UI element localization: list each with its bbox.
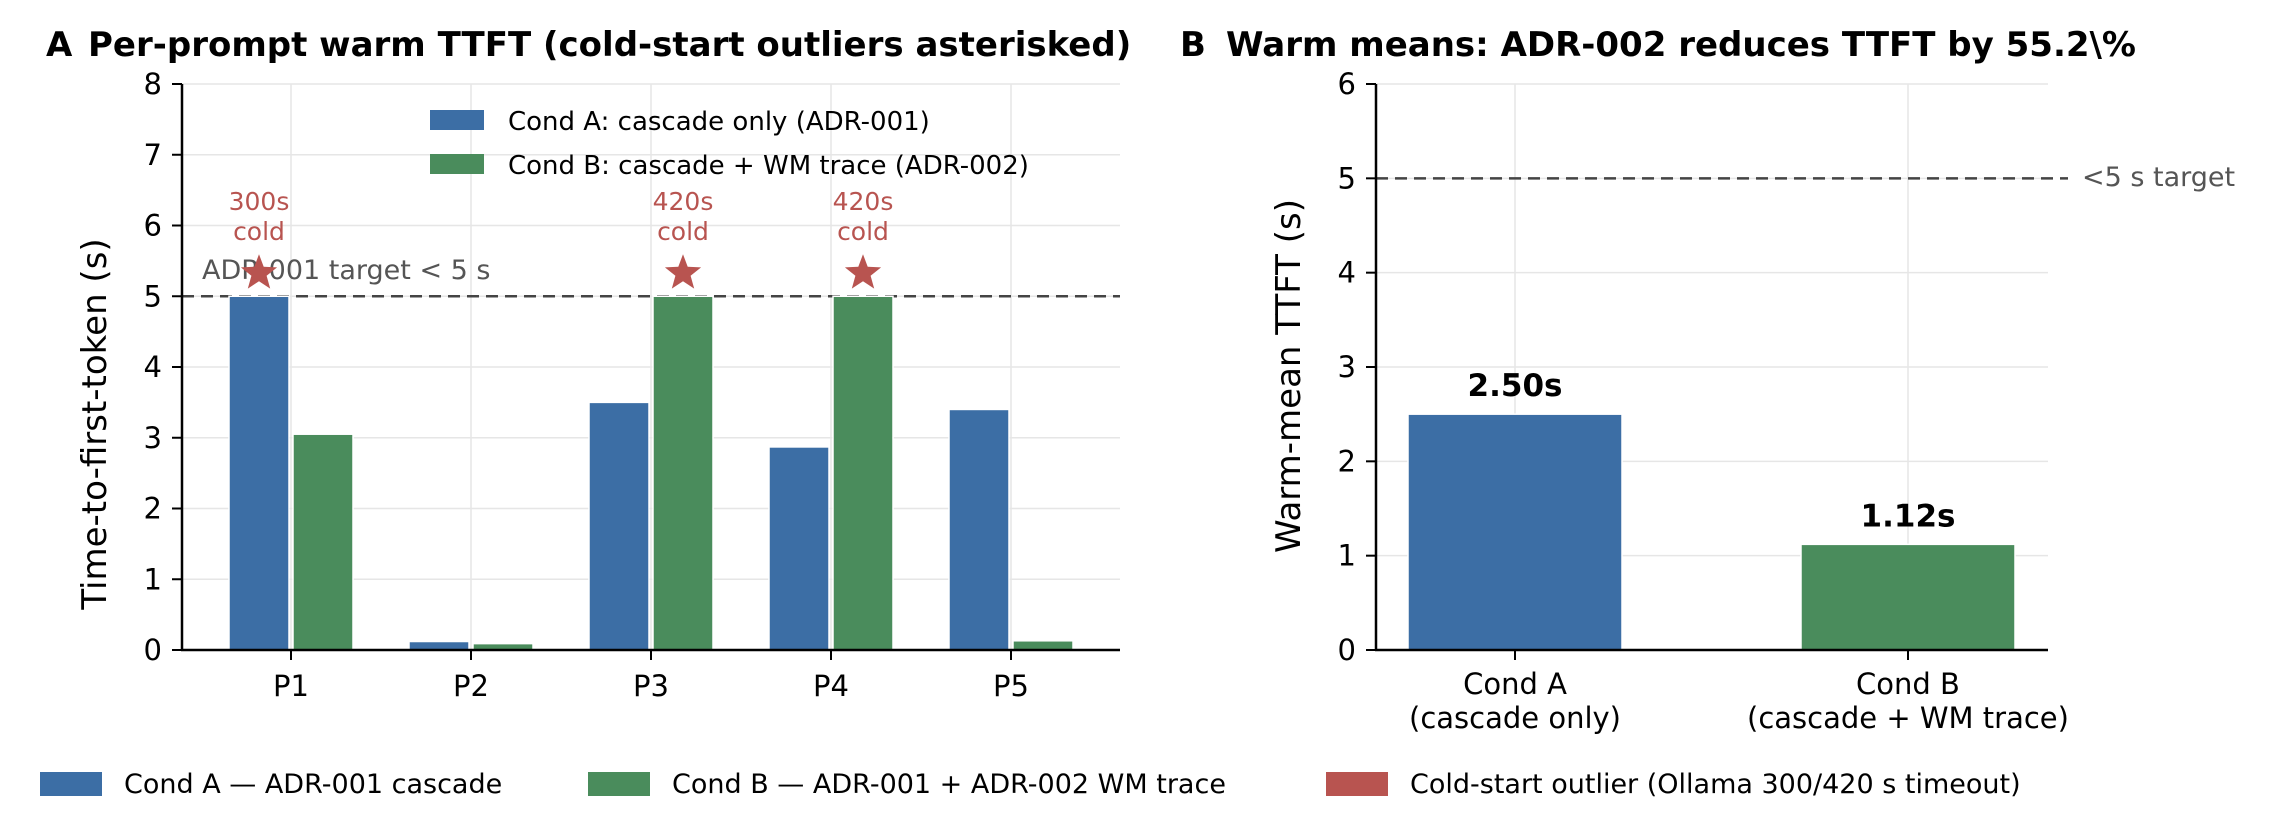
value-label-cond-b: 1.12s <box>1861 498 1956 534</box>
panel-a-y-tick-label: 5 <box>144 279 162 313</box>
bar-warm-mean-cond-a <box>1407 413 1623 651</box>
panel-a-y-tick-label: 3 <box>144 421 162 455</box>
panel-b-y-tick-label: 2 <box>1338 444 1356 478</box>
panel-b-x-tick-label-line2: (cascade + WM trace) <box>1747 701 2069 735</box>
panel-b-title: Warm means: ADR-002 reduces TTFT by 55.2… <box>1226 25 2136 65</box>
x-tick-label-p1: P1 <box>273 669 309 703</box>
value-label-cond-a: 2.50s <box>1468 368 1563 404</box>
bottom-legend-label-cond-b: Cond B — ADR-001 + ADR-002 WM trace <box>672 769 1226 800</box>
outlier-annotation-cold: cold <box>837 217 889 246</box>
panel-b-y-tick-label: 5 <box>1338 161 1356 195</box>
panel-a: A Per-prompt warm TTFT (cold-start outli… <box>46 25 1131 703</box>
panel-a-y-tick-label: 1 <box>144 562 162 596</box>
panel-b-x-tick-label-line2: (cascade only) <box>1409 701 1621 735</box>
panel-a-title: Per-prompt warm TTFT (cold-start outlier… <box>88 25 1131 65</box>
panel-b-y-tick-label: 0 <box>1338 633 1356 667</box>
outlier-annotation-cold: cold <box>233 217 285 246</box>
x-tick-label-p4: P4 <box>813 669 849 703</box>
panel-b-x-tick-label-line1: Cond A <box>1463 667 1567 701</box>
outlier-star-p4 <box>844 254 882 289</box>
x-tick-label-p2: P2 <box>453 669 489 703</box>
panel-a-y-tick-label: 4 <box>144 350 162 384</box>
panel-a-legend: Cond A: cascade only (ADR-001) Cond B: c… <box>430 107 1029 181</box>
bar-warm-mean-cond-b <box>1800 543 2016 651</box>
bottom-legend-label-cond-a: Cond A — ADR-001 cascade <box>124 769 502 800</box>
panel-a-y-tick-label: 7 <box>144 138 162 172</box>
x-tick-label-p3: P3 <box>633 669 669 703</box>
bottom-legend-swatch-outlier <box>1326 772 1388 796</box>
legend-swatch-cond-b <box>430 154 484 174</box>
panel-b-x-ticks: Cond A(cascade only) Cond B(cascade + WM … <box>1409 650 2069 735</box>
panel-b-y-ticks: 0 1 2 3 4 5 6 <box>1338 67 1376 667</box>
panel-b-y-tick-label: 3 <box>1338 350 1356 384</box>
x-tick-label-p5: P5 <box>993 669 1029 703</box>
panel-b-y-tick-label: 6 <box>1338 67 1356 101</box>
bar-cond-b-p5 <box>1012 640 1074 651</box>
bar-cond-a-p2 <box>408 640 470 651</box>
panel-b: B Warm means: ADR-002 reduces TTFT by 55… <box>1180 25 2235 735</box>
panel-b-target: <5 s target <box>1376 162 2235 193</box>
outlier-star-p1 <box>240 254 278 289</box>
bar-cond-a-p1 <box>228 295 290 651</box>
outlier-annotation-time: 300s <box>229 187 290 216</box>
legend-label-cond-b: Cond B: cascade + WM trace (ADR-002) <box>508 151 1029 181</box>
panel-a-y-tick-label: 2 <box>144 492 162 526</box>
panel-a-y-tick-label: 0 <box>144 633 162 667</box>
bottom-legend-label-outlier: Cold-start outlier (Ollama 300/420 s tim… <box>1410 769 2021 800</box>
bottom-legend: Cond A — ADR-001 cascade Cond B — ADR-00… <box>40 769 2021 800</box>
panel-b-x-tick-label-line1: Cond B <box>1856 667 1960 701</box>
bar-cond-a-p5 <box>948 408 1010 651</box>
bottom-legend-swatch-cond-b <box>588 772 650 796</box>
bar-cond-b-p3 <box>652 295 714 651</box>
bar-cond-a-p4 <box>768 446 830 651</box>
bar-cond-a-p3 <box>588 401 650 651</box>
panel-a-y-tick-label: 6 <box>144 209 162 243</box>
panel-a-letter: A <box>46 25 73 65</box>
bar-cond-b-p1 <box>292 433 354 651</box>
panel-a-x-ticks: P1 P2 P3 P4 P5 <box>273 650 1029 703</box>
outlier-star-p3 <box>664 254 702 289</box>
panel-a-bars <box>228 295 1074 651</box>
bar-cond-b-p4 <box>832 295 894 651</box>
panel-b-y-axis-label: Warm-mean TTFT (s) <box>1269 199 1309 553</box>
panel-a-y-tick-label: 8 <box>144 67 162 101</box>
panel-b-target-label: <5 s target <box>2082 162 2235 193</box>
panel-b-bars: 2.50s 1.12s <box>1407 368 2016 651</box>
outlier-annotation-time: 420s <box>653 187 714 216</box>
legend-swatch-cond-a <box>430 110 484 130</box>
panel-b-y-tick-label: 4 <box>1338 256 1356 290</box>
panel-b-letter: B <box>1180 25 1206 65</box>
legend-label-cond-a: Cond A: cascade only (ADR-001) <box>508 107 930 137</box>
panel-a-y-ticks: 0 1 2 3 4 5 6 7 8 <box>144 67 182 667</box>
panel-b-y-tick-label: 1 <box>1338 539 1356 573</box>
outlier-annotation-time: 420s <box>833 187 894 216</box>
panel-a-y-axis-label: Time-to-first-token (s) <box>75 238 115 610</box>
outlier-annotation-cold: cold <box>657 217 709 246</box>
bottom-legend-swatch-cond-a <box>40 772 102 796</box>
